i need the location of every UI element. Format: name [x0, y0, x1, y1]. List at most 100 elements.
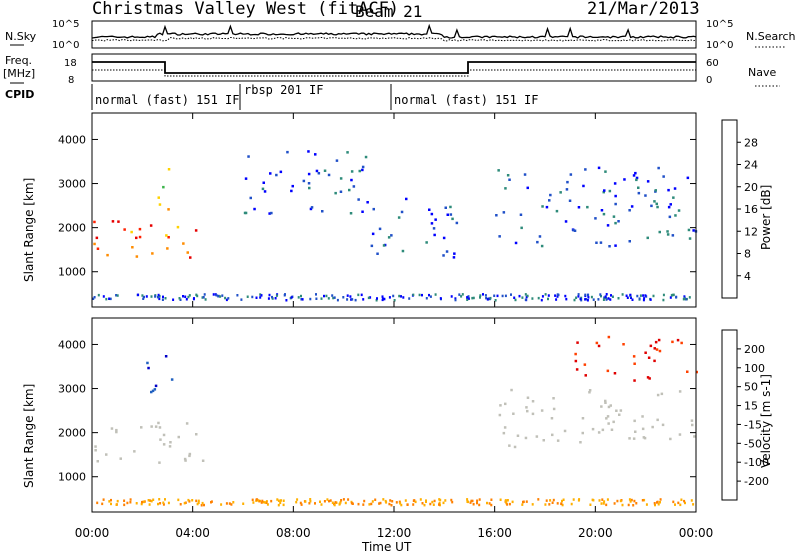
- scatter-cell-0-24: [162, 185, 165, 189]
- scatter-cell-1-22: [183, 457, 187, 461]
- ground-cell-1-32: [629, 500, 632, 503]
- ground-cell-1-91: [296, 498, 299, 501]
- scatter-cell-1-20: [195, 433, 198, 436]
- scatter-cell-0-33: [307, 172, 311, 176]
- ground-cell-1-23: [184, 501, 187, 504]
- scatter-cell-1-36: [678, 390, 682, 393]
- colorbar-tick-label: 200: [744, 343, 765, 356]
- ground-cell-0-19: [346, 294, 349, 297]
- scatter-cell-0-86: [434, 218, 437, 221]
- ground-cell-1-234: [406, 503, 409, 506]
- ground-cell-0-166: [315, 297, 318, 300]
- scatter-cell-0-94: [401, 249, 405, 253]
- scatter-cell-0-96: [430, 212, 434, 216]
- ground-cell-1-80: [556, 502, 559, 505]
- ground-cell-1-239: [521, 503, 524, 506]
- ground-cell-0-16: [141, 294, 144, 297]
- ground-cell-1-18: [505, 501, 508, 505]
- scatter-cell-1-5: [154, 425, 158, 428]
- ground-cell-0-147: [154, 295, 157, 298]
- ground-cell-0-224: [461, 293, 464, 296]
- ground-cell-1-108: [684, 501, 686, 505]
- ground-cell-0-183: [142, 297, 145, 300]
- ground-cell-0-32: [514, 298, 517, 302]
- scatter-cell-0-91: [432, 227, 436, 230]
- ground-cell-1-200: [683, 499, 686, 503]
- ground-cell-1-227: [522, 500, 525, 503]
- scatter-cell-1-66: [552, 407, 556, 411]
- scatter-cell-0-140: [630, 205, 634, 208]
- ground-cell-1-92: [633, 499, 636, 503]
- scatter-cell-0-51: [253, 207, 256, 211]
- ground-cell-0-94: [323, 294, 325, 298]
- ground-cell-0-223: [301, 298, 304, 301]
- scatter-cell-1-3: [105, 453, 108, 456]
- scatter-cell-0-104: [382, 244, 386, 247]
- scatter-cell-0-116: [637, 186, 640, 189]
- ground-cell-1-169: [270, 499, 273, 503]
- ground-cell-1-76: [433, 499, 436, 503]
- ground-cell-1-235: [309, 498, 312, 501]
- ground-cell-1-225: [444, 499, 447, 502]
- ground-cell-0-192: [320, 297, 323, 300]
- ground-cell-0-53: [621, 293, 624, 296]
- ground-cell-0-207: [513, 296, 516, 299]
- scatter-cell-1-51: [499, 404, 502, 407]
- ground-cell-1-190: [478, 498, 481, 501]
- ground-cell-1-199: [102, 498, 105, 501]
- ground-cell-1-157: [191, 499, 194, 502]
- ground-cell-0-238: [644, 294, 647, 297]
- ground-cell-1-129: [157, 502, 159, 506]
- scatter-cell-1-71: [615, 409, 618, 412]
- ground-cell-1-10: [140, 502, 143, 506]
- scatter-cell-0-100: [455, 221, 459, 225]
- ground-cell-1-176: [677, 501, 680, 505]
- scatter-cell-0-17: [176, 225, 180, 229]
- freq-left-tick-bottom: 8: [68, 75, 74, 86]
- scatter-cell-1-35: [164, 355, 168, 358]
- ground-cell-1-217: [600, 502, 603, 505]
- ground-cell-0-178: [354, 298, 357, 302]
- scatter-cell-0-143: [523, 173, 527, 176]
- x-axis-label: Time UT: [361, 540, 412, 554]
- power-scatter: [92, 150, 698, 302]
- ground-cell-0-20: [662, 293, 665, 297]
- scatter-cell-0-43: [244, 177, 248, 180]
- scatter-cell-1-25: [158, 461, 161, 464]
- colorbar-tick-label: 4: [744, 270, 751, 283]
- scatter-cell-0-50: [290, 189, 293, 193]
- scatter-cell-0-120: [600, 209, 604, 212]
- ground-cell-0-98: [460, 295, 463, 298]
- ground-cell-1-198: [466, 500, 469, 503]
- scatter-cell-1-89: [690, 419, 694, 422]
- radar-title: Christmas Valley West (fitACF): [92, 0, 399, 19]
- scatter-cell-1-52: [693, 435, 696, 438]
- scatter-cell-0-98: [433, 233, 436, 237]
- scatter-cell-0-42: [339, 190, 343, 193]
- ground-cell-0-232: [349, 295, 352, 298]
- scatter-cell-0-6: [138, 227, 142, 231]
- scatter-cell-1-19: [150, 425, 153, 428]
- ground-cell-0-120: [636, 294, 639, 298]
- ground-cell-0-99: [485, 296, 488, 300]
- ground-cell-0-89: [603, 296, 606, 299]
- ground-cell-1-236: [548, 503, 551, 506]
- ground-cell-1-72: [653, 502, 656, 505]
- ground-cell-0-203: [309, 297, 312, 301]
- ground-cell-0-29: [482, 293, 484, 296]
- ground-cell-1-211: [326, 498, 329, 501]
- ground-cell-0-78: [592, 298, 595, 301]
- ground-cell-0-11: [271, 297, 274, 300]
- ground-cell-0-62: [685, 298, 687, 301]
- ground-cell-1-166: [329, 499, 332, 502]
- ground-cell-1-106: [561, 503, 564, 507]
- scatter-cell-1-103: [574, 352, 577, 356]
- scatter-cell-0-66: [269, 172, 272, 175]
- scatter-cell-0-187: [634, 171, 637, 175]
- colorbar-tick-label: 8: [744, 248, 751, 261]
- scatter-cell-0-89: [449, 205, 452, 209]
- y-tick-label: 2000: [58, 427, 86, 440]
- ground-cell-0-180: [531, 297, 534, 300]
- ground-cell-1-93: [344, 501, 347, 505]
- scatter-cell-1-74: [498, 413, 502, 417]
